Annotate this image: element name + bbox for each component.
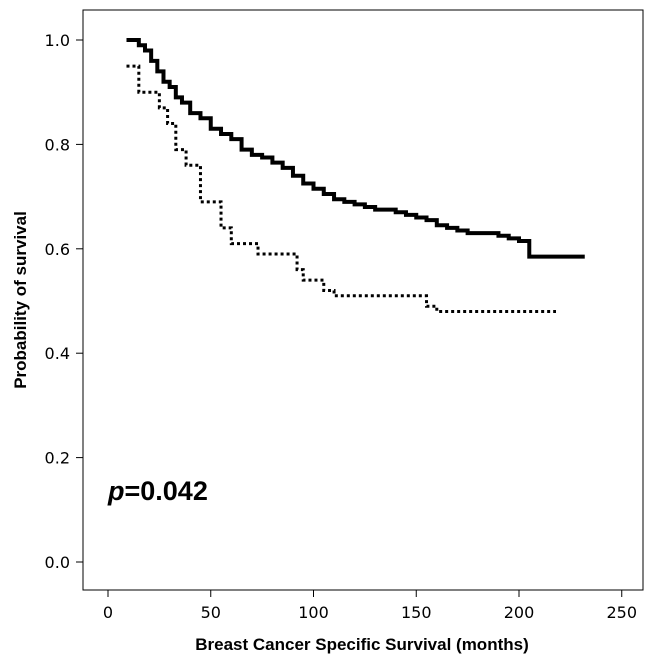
x-axis-title: Breast Cancer Specific Survival (months) [195,635,529,654]
x-tick-label: 250 [606,603,637,622]
y-tick-label: 0.8 [45,135,70,154]
series-dotted-line [126,64,556,313]
y-tick-label: 0.4 [45,344,70,363]
plot-frame [82,9,644,591]
y-tick-label: 0.6 [45,240,70,259]
y-axis-title: Probability of survival [11,211,30,389]
x-tick-label: 50 [201,603,221,622]
series-layer [126,38,585,313]
x-tick-label: 100 [298,603,329,622]
y-tick-label: 1.0 [45,31,70,50]
x-tick-label: 150 [401,603,432,622]
y-axis: 0.0 0.2 0.4 0.6 0.8 1.0 [45,31,83,572]
y-tick-label: 0.2 [45,449,70,468]
p-value-number: =0.042 [125,476,208,506]
x-tick-label: 200 [504,603,535,622]
p-value-annotation: p=0.042 [107,476,208,506]
p-value-symbol: p [107,476,125,506]
x-tick-label: 0 [103,603,113,622]
y-tick-label: 0.0 [45,553,70,572]
series-solid-line [126,38,585,259]
x-axis: 0 50 100 150 200 250 [103,590,637,622]
